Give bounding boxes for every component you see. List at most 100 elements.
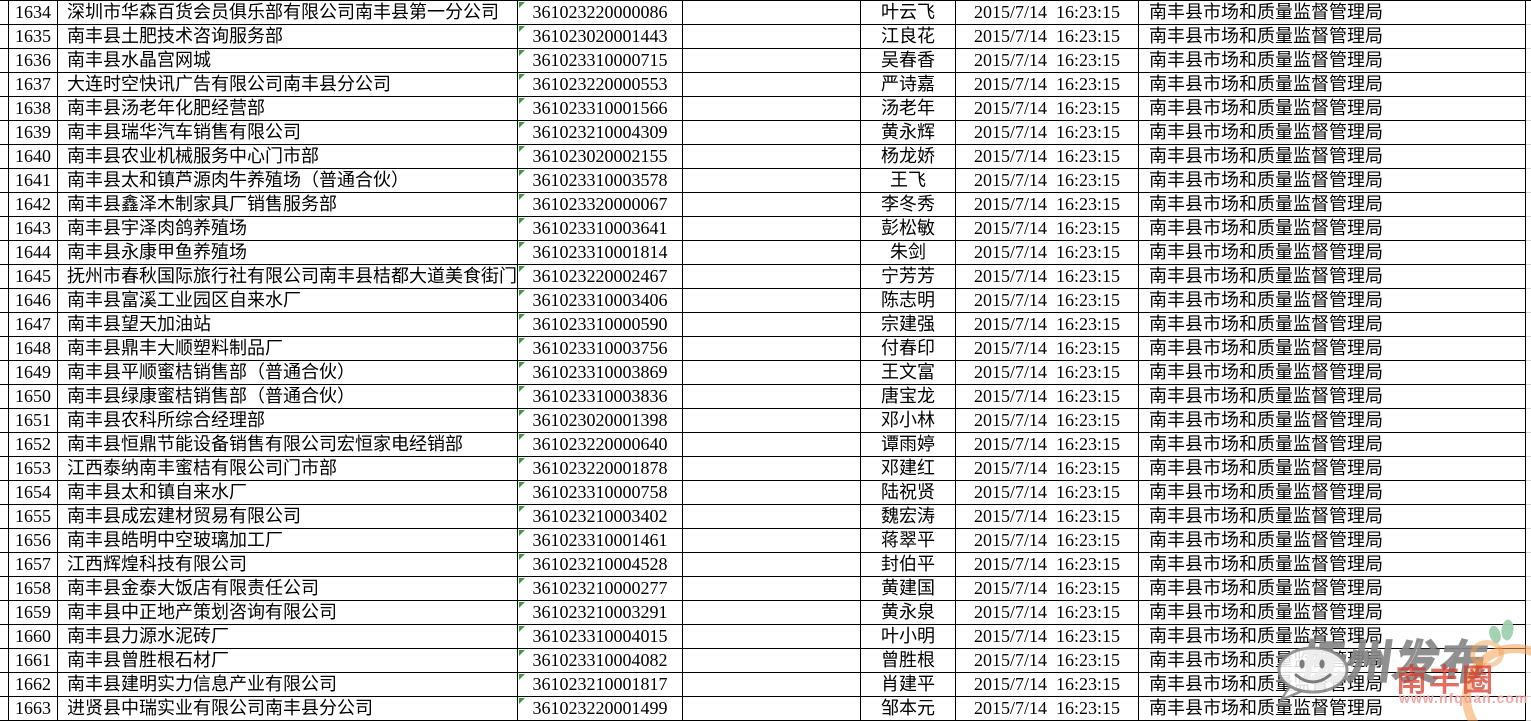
cell-registration-code[interactable]: 361023020001443: [518, 25, 683, 49]
cell-empty[interactable]: [683, 49, 861, 73]
cell-empty[interactable]: [683, 409, 861, 433]
cell-company-name[interactable]: 江西泰纳南丰蜜桔有限公司门市部: [58, 457, 518, 481]
cell-company-name[interactable]: 南丰县汤老年化肥经营部: [58, 97, 518, 121]
cell-approval-datetime[interactable]: 2015/7/14 16:23:15: [956, 169, 1139, 193]
cell-operator-name[interactable]: 叶云飞: [861, 1, 956, 25]
cell-row-number[interactable]: 1648: [9, 337, 58, 361]
cell-registration-code[interactable]: 361023310003406: [518, 289, 683, 313]
cell-registration-code[interactable]: 361023310000715: [518, 49, 683, 73]
cell-empty[interactable]: [683, 265, 861, 289]
cell-row-number[interactable]: 1638: [9, 97, 58, 121]
cell-company-name[interactable]: 南丰县鑫泽木制家具厂销售服务部: [58, 193, 518, 217]
cell-empty[interactable]: [683, 121, 861, 145]
cell-row-number[interactable]: 1644: [9, 241, 58, 265]
cell-company-name[interactable]: 南丰县宇泽肉鸽养殖场: [58, 217, 518, 241]
cell-company-name[interactable]: 南丰县中正地产策划咨询有限公司: [58, 601, 518, 625]
cell-row-number[interactable]: 1660: [9, 625, 58, 649]
cell-operator-name[interactable]: 谭雨婷: [861, 433, 956, 457]
cell-registration-authority[interactable]: 南丰县市场和质量监督管理局: [1139, 505, 1526, 529]
cell-approval-datetime[interactable]: 2015/7/14 16:23:15: [956, 289, 1139, 313]
cell-registration-authority[interactable]: 南丰县市场和质量监督管理局: [1139, 385, 1526, 409]
cell-row-number[interactable]: 1657: [9, 553, 58, 577]
cell-operator-name[interactable]: 朱剑: [861, 241, 956, 265]
cell-company-name[interactable]: 南丰县平顺蜜桔销售部（普通合伙）: [58, 361, 518, 385]
cell-company-name[interactable]: 大连时空快讯广告有限公司南丰县分公司: [58, 73, 518, 97]
cell-empty[interactable]: [683, 625, 861, 649]
cell-operator-name[interactable]: 杨龙娇: [861, 145, 956, 169]
cell-registration-authority[interactable]: 南丰县市场和质量监督管理局: [1139, 73, 1526, 97]
cell-approval-datetime[interactable]: 2015/7/14 16:23:15: [956, 121, 1139, 145]
cell-empty[interactable]: [683, 241, 861, 265]
cell-registration-code[interactable]: 361023310000590: [518, 313, 683, 337]
cell-approval-datetime[interactable]: 2015/7/14 16:23:15: [956, 697, 1139, 721]
cell-company-name[interactable]: 南丰县太和镇自来水厂: [58, 481, 518, 505]
cell-operator-name[interactable]: 叶小明: [861, 625, 956, 649]
cell-registration-authority[interactable]: 南丰县市场和质量监督管理局: [1139, 697, 1526, 721]
cell-company-name[interactable]: 南丰县成宏建材贸易有限公司: [58, 505, 518, 529]
cell-operator-name[interactable]: 江良花: [861, 25, 956, 49]
cell-registration-authority[interactable]: 南丰县市场和质量监督管理局: [1139, 25, 1526, 49]
cell-company-name[interactable]: 南丰县皓明中空玻璃加工厂: [58, 529, 518, 553]
cell-approval-datetime[interactable]: 2015/7/14 16:23:15: [956, 529, 1139, 553]
cell-empty[interactable]: [683, 289, 861, 313]
cell-approval-datetime[interactable]: 2015/7/14 16:23:15: [956, 649, 1139, 673]
cell-operator-name[interactable]: 邓小林: [861, 409, 956, 433]
cell-registration-authority[interactable]: 南丰县市场和质量监督管理局: [1139, 193, 1526, 217]
cell-approval-datetime[interactable]: 2015/7/14 16:23:15: [956, 25, 1139, 49]
cell-empty[interactable]: [683, 481, 861, 505]
cell-empty[interactable]: [683, 385, 861, 409]
cell-row-number[interactable]: 1639: [9, 121, 58, 145]
cell-empty[interactable]: [683, 73, 861, 97]
cell-operator-name[interactable]: 魏宏涛: [861, 505, 956, 529]
cell-registration-code[interactable]: 361023220001499: [518, 697, 683, 721]
cell-row-number[interactable]: 1645: [9, 265, 58, 289]
cell-registration-code[interactable]: 361023310003869: [518, 361, 683, 385]
cell-approval-datetime[interactable]: 2015/7/14 16:23:15: [956, 337, 1139, 361]
cell-company-name[interactable]: 南丰县建明实力信息产业有限公司: [58, 673, 518, 697]
cell-operator-name[interactable]: 曾胜根: [861, 649, 956, 673]
cell-empty[interactable]: [683, 457, 861, 481]
cell-registration-code[interactable]: 361023210004528: [518, 553, 683, 577]
cell-row-number[interactable]: 1656: [9, 529, 58, 553]
cell-approval-datetime[interactable]: 2015/7/14 16:23:15: [956, 313, 1139, 337]
cell-approval-datetime[interactable]: 2015/7/14 16:23:15: [956, 1, 1139, 25]
cell-approval-datetime[interactable]: 2015/7/14 16:23:15: [956, 673, 1139, 697]
cell-approval-datetime[interactable]: 2015/7/14 16:23:15: [956, 457, 1139, 481]
cell-approval-datetime[interactable]: 2015/7/14 16:23:15: [956, 361, 1139, 385]
cell-registration-authority[interactable]: 南丰县市场和质量监督管理局: [1139, 577, 1526, 601]
cell-company-name[interactable]: 江西辉煌科技有限公司: [58, 553, 518, 577]
cell-registration-authority[interactable]: 南丰县市场和质量监督管理局: [1139, 121, 1526, 145]
cell-registration-code[interactable]: 361023310000758: [518, 481, 683, 505]
cell-approval-datetime[interactable]: 2015/7/14 16:23:15: [956, 145, 1139, 169]
cell-approval-datetime[interactable]: 2015/7/14 16:23:15: [956, 625, 1139, 649]
cell-approval-datetime[interactable]: 2015/7/14 16:23:15: [956, 433, 1139, 457]
cell-approval-datetime[interactable]: 2015/7/14 16:23:15: [956, 49, 1139, 73]
cell-approval-datetime[interactable]: 2015/7/14 16:23:15: [956, 481, 1139, 505]
cell-registration-code[interactable]: 361023310003578: [518, 169, 683, 193]
cell-row-number[interactable]: 1661: [9, 649, 58, 673]
cell-registration-code[interactable]: 361023310001461: [518, 529, 683, 553]
cell-operator-name[interactable]: 付春印: [861, 337, 956, 361]
cell-registration-code[interactable]: 361023310001814: [518, 241, 683, 265]
cell-row-number[interactable]: 1663: [9, 697, 58, 721]
cell-operator-name[interactable]: 宁芳芳: [861, 265, 956, 289]
cell-company-name[interactable]: 南丰县曾胜根石材厂: [58, 649, 518, 673]
cell-row-number[interactable]: 1646: [9, 289, 58, 313]
cell-registration-authority[interactable]: 南丰县市场和质量监督管理局: [1139, 1, 1526, 25]
cell-empty[interactable]: [683, 313, 861, 337]
cell-registration-authority[interactable]: 南丰县市场和质量监督管理局: [1139, 673, 1526, 697]
cell-registration-authority[interactable]: 南丰县市场和质量监督管理局: [1139, 145, 1526, 169]
cell-registration-code[interactable]: 361023220000553: [518, 73, 683, 97]
cell-operator-name[interactable]: 肖建平: [861, 673, 956, 697]
cell-operator-name[interactable]: 黄建国: [861, 577, 956, 601]
cell-row-number[interactable]: 1647: [9, 313, 58, 337]
cell-registration-code[interactable]: 361023220001878: [518, 457, 683, 481]
cell-empty[interactable]: [683, 649, 861, 673]
cell-registration-code[interactable]: 361023320000067: [518, 193, 683, 217]
cell-empty[interactable]: [683, 337, 861, 361]
cell-company-name[interactable]: 南丰县恒鼎节能设备销售有限公司宏恒家电经销部: [58, 433, 518, 457]
cell-empty[interactable]: [683, 577, 861, 601]
cell-operator-name[interactable]: 汤老年: [861, 97, 956, 121]
cell-company-name[interactable]: 南丰县瑞华汽车销售有限公司: [58, 121, 518, 145]
cell-operator-name[interactable]: 黄永泉: [861, 601, 956, 625]
